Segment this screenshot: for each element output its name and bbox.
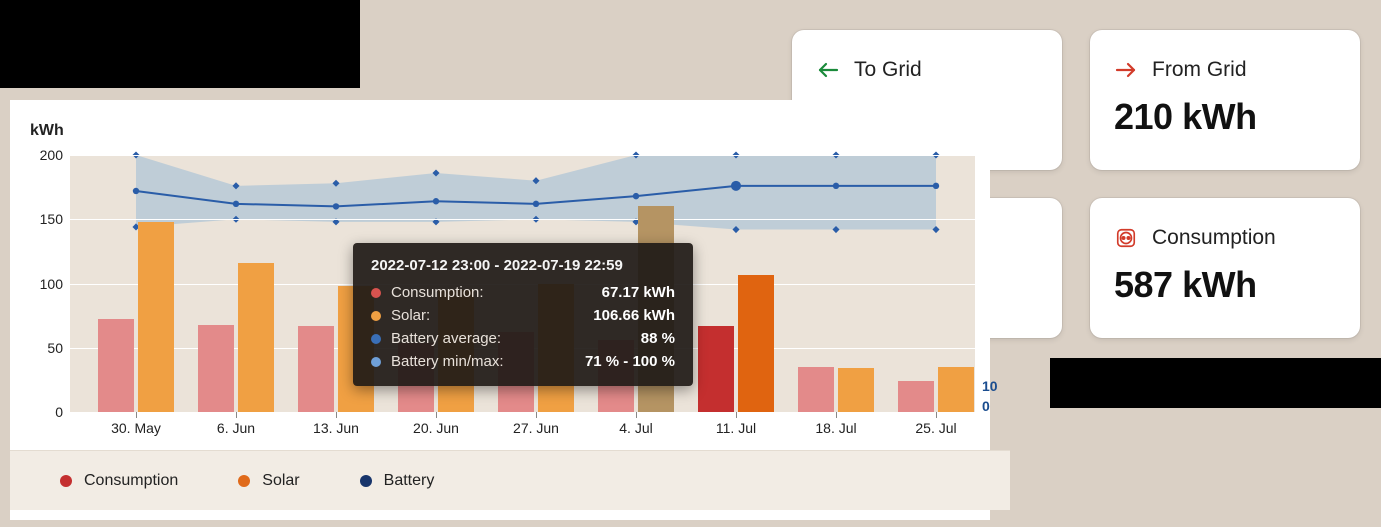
x-axis-label: 6. Jun [217, 420, 255, 436]
legend-dot-icon [238, 475, 250, 487]
tooltip-label: Battery average: [391, 330, 631, 347]
card-consumption[interactable]: Consumption 587 kWh [1090, 198, 1360, 338]
chart-y-axis-title: kWh [30, 122, 64, 140]
tooltip-value: 88 % [641, 330, 675, 347]
x-tick [436, 412, 437, 418]
tooltip-row: Battery min/max: 71 % - 100 % [371, 353, 675, 370]
bar-solar[interactable] [138, 222, 174, 412]
legend-dot-icon [360, 475, 372, 487]
tooltip-dot-icon [371, 288, 381, 298]
bar-solar[interactable] [738, 275, 774, 412]
tooltip-label: Solar: [391, 307, 583, 324]
gridline [70, 155, 975, 156]
y2-axis-label: 10 [982, 378, 1022, 394]
x-axis-label: 11. Jul [716, 420, 756, 436]
tooltip-title: 2022-07-12 23:00 - 2022-07-19 22:59 [371, 257, 675, 274]
chart-legend: Consumption Solar Battery [10, 450, 1010, 510]
bar-consumption[interactable] [198, 325, 234, 412]
tooltip-value: 71 % - 100 % [585, 353, 675, 370]
chart-tooltip: 2022-07-12 23:00 - 2022-07-19 22:59 Cons… [353, 243, 693, 386]
arrow-right-icon [1114, 58, 1138, 82]
tooltip-label: Consumption: [391, 284, 592, 301]
y-axis-label: 200 [13, 147, 63, 163]
legend-label: Solar [262, 472, 299, 490]
x-axis-label: 20. Jun [413, 420, 459, 436]
x-axis-label: 4. Jul [619, 420, 652, 436]
tooltip-dot-icon [371, 334, 381, 344]
x-tick [936, 412, 937, 418]
x-tick [336, 412, 337, 418]
tooltip-label: Battery min/max: [391, 353, 575, 370]
black-mask-top-left [0, 0, 360, 88]
x-tick [236, 412, 237, 418]
tooltip-dot-icon [371, 357, 381, 367]
tooltip-row: Solar: 106.66 kWh [371, 307, 675, 324]
x-axis-label: 25. Jul [915, 420, 956, 436]
tooltip-value: 106.66 kWh [593, 307, 675, 324]
x-axis-label: 30. May [111, 420, 161, 436]
tooltip-dot-icon [371, 311, 381, 321]
card-value: 210 kWh [1114, 96, 1336, 138]
legend-item[interactable]: Solar [238, 472, 299, 490]
tooltip-value: 67.17 kWh [602, 284, 675, 301]
black-mask-bottom-right [1050, 358, 1381, 408]
x-axis-label: 27. Jun [513, 420, 559, 436]
y-axis-label: 0 [13, 404, 63, 420]
tooltip-row: Consumption: 67.17 kWh [371, 284, 675, 301]
x-tick [136, 412, 137, 418]
legend-dot-icon [60, 475, 72, 487]
bar-consumption[interactable] [798, 367, 834, 412]
legend-item[interactable]: Consumption [60, 472, 178, 490]
bar-solar[interactable] [238, 263, 274, 412]
y2-axis-label: 0 [982, 398, 1022, 414]
card-value: 587 kWh [1114, 264, 1336, 306]
bar-solar[interactable] [938, 367, 974, 412]
bar-consumption[interactable] [98, 319, 134, 412]
bar-consumption[interactable] [298, 326, 334, 412]
tooltip-row: Battery average: 88 % [371, 330, 675, 347]
card-title: From Grid [1152, 58, 1247, 82]
card-title: To Grid [854, 58, 922, 82]
gridline [70, 219, 975, 220]
arrow-left-icon [816, 58, 840, 82]
gridline [70, 412, 975, 413]
legend-item[interactable]: Battery [360, 472, 435, 490]
x-tick [736, 412, 737, 418]
x-axis-label: 18. Jul [815, 420, 856, 436]
x-axis-label: 13. Jun [313, 420, 359, 436]
bar-consumption[interactable] [898, 381, 934, 412]
legend-label: Battery [384, 472, 435, 490]
x-tick [636, 412, 637, 418]
y-axis-label: 150 [13, 211, 63, 227]
bar-consumption[interactable] [698, 326, 734, 412]
socket-icon [1114, 226, 1138, 250]
y-axis-label: 50 [13, 340, 63, 356]
legend-label: Consumption [84, 472, 178, 490]
card-title: Consumption [1152, 226, 1276, 250]
bar-solar[interactable] [838, 368, 874, 412]
x-tick [836, 412, 837, 418]
x-tick [536, 412, 537, 418]
y-axis-label: 100 [13, 276, 63, 292]
card-from-grid[interactable]: From Grid 210 kWh [1090, 30, 1360, 170]
chart-plot-area[interactable]: 05010015020010030. May6. Jun13. Jun20. J… [70, 155, 975, 412]
